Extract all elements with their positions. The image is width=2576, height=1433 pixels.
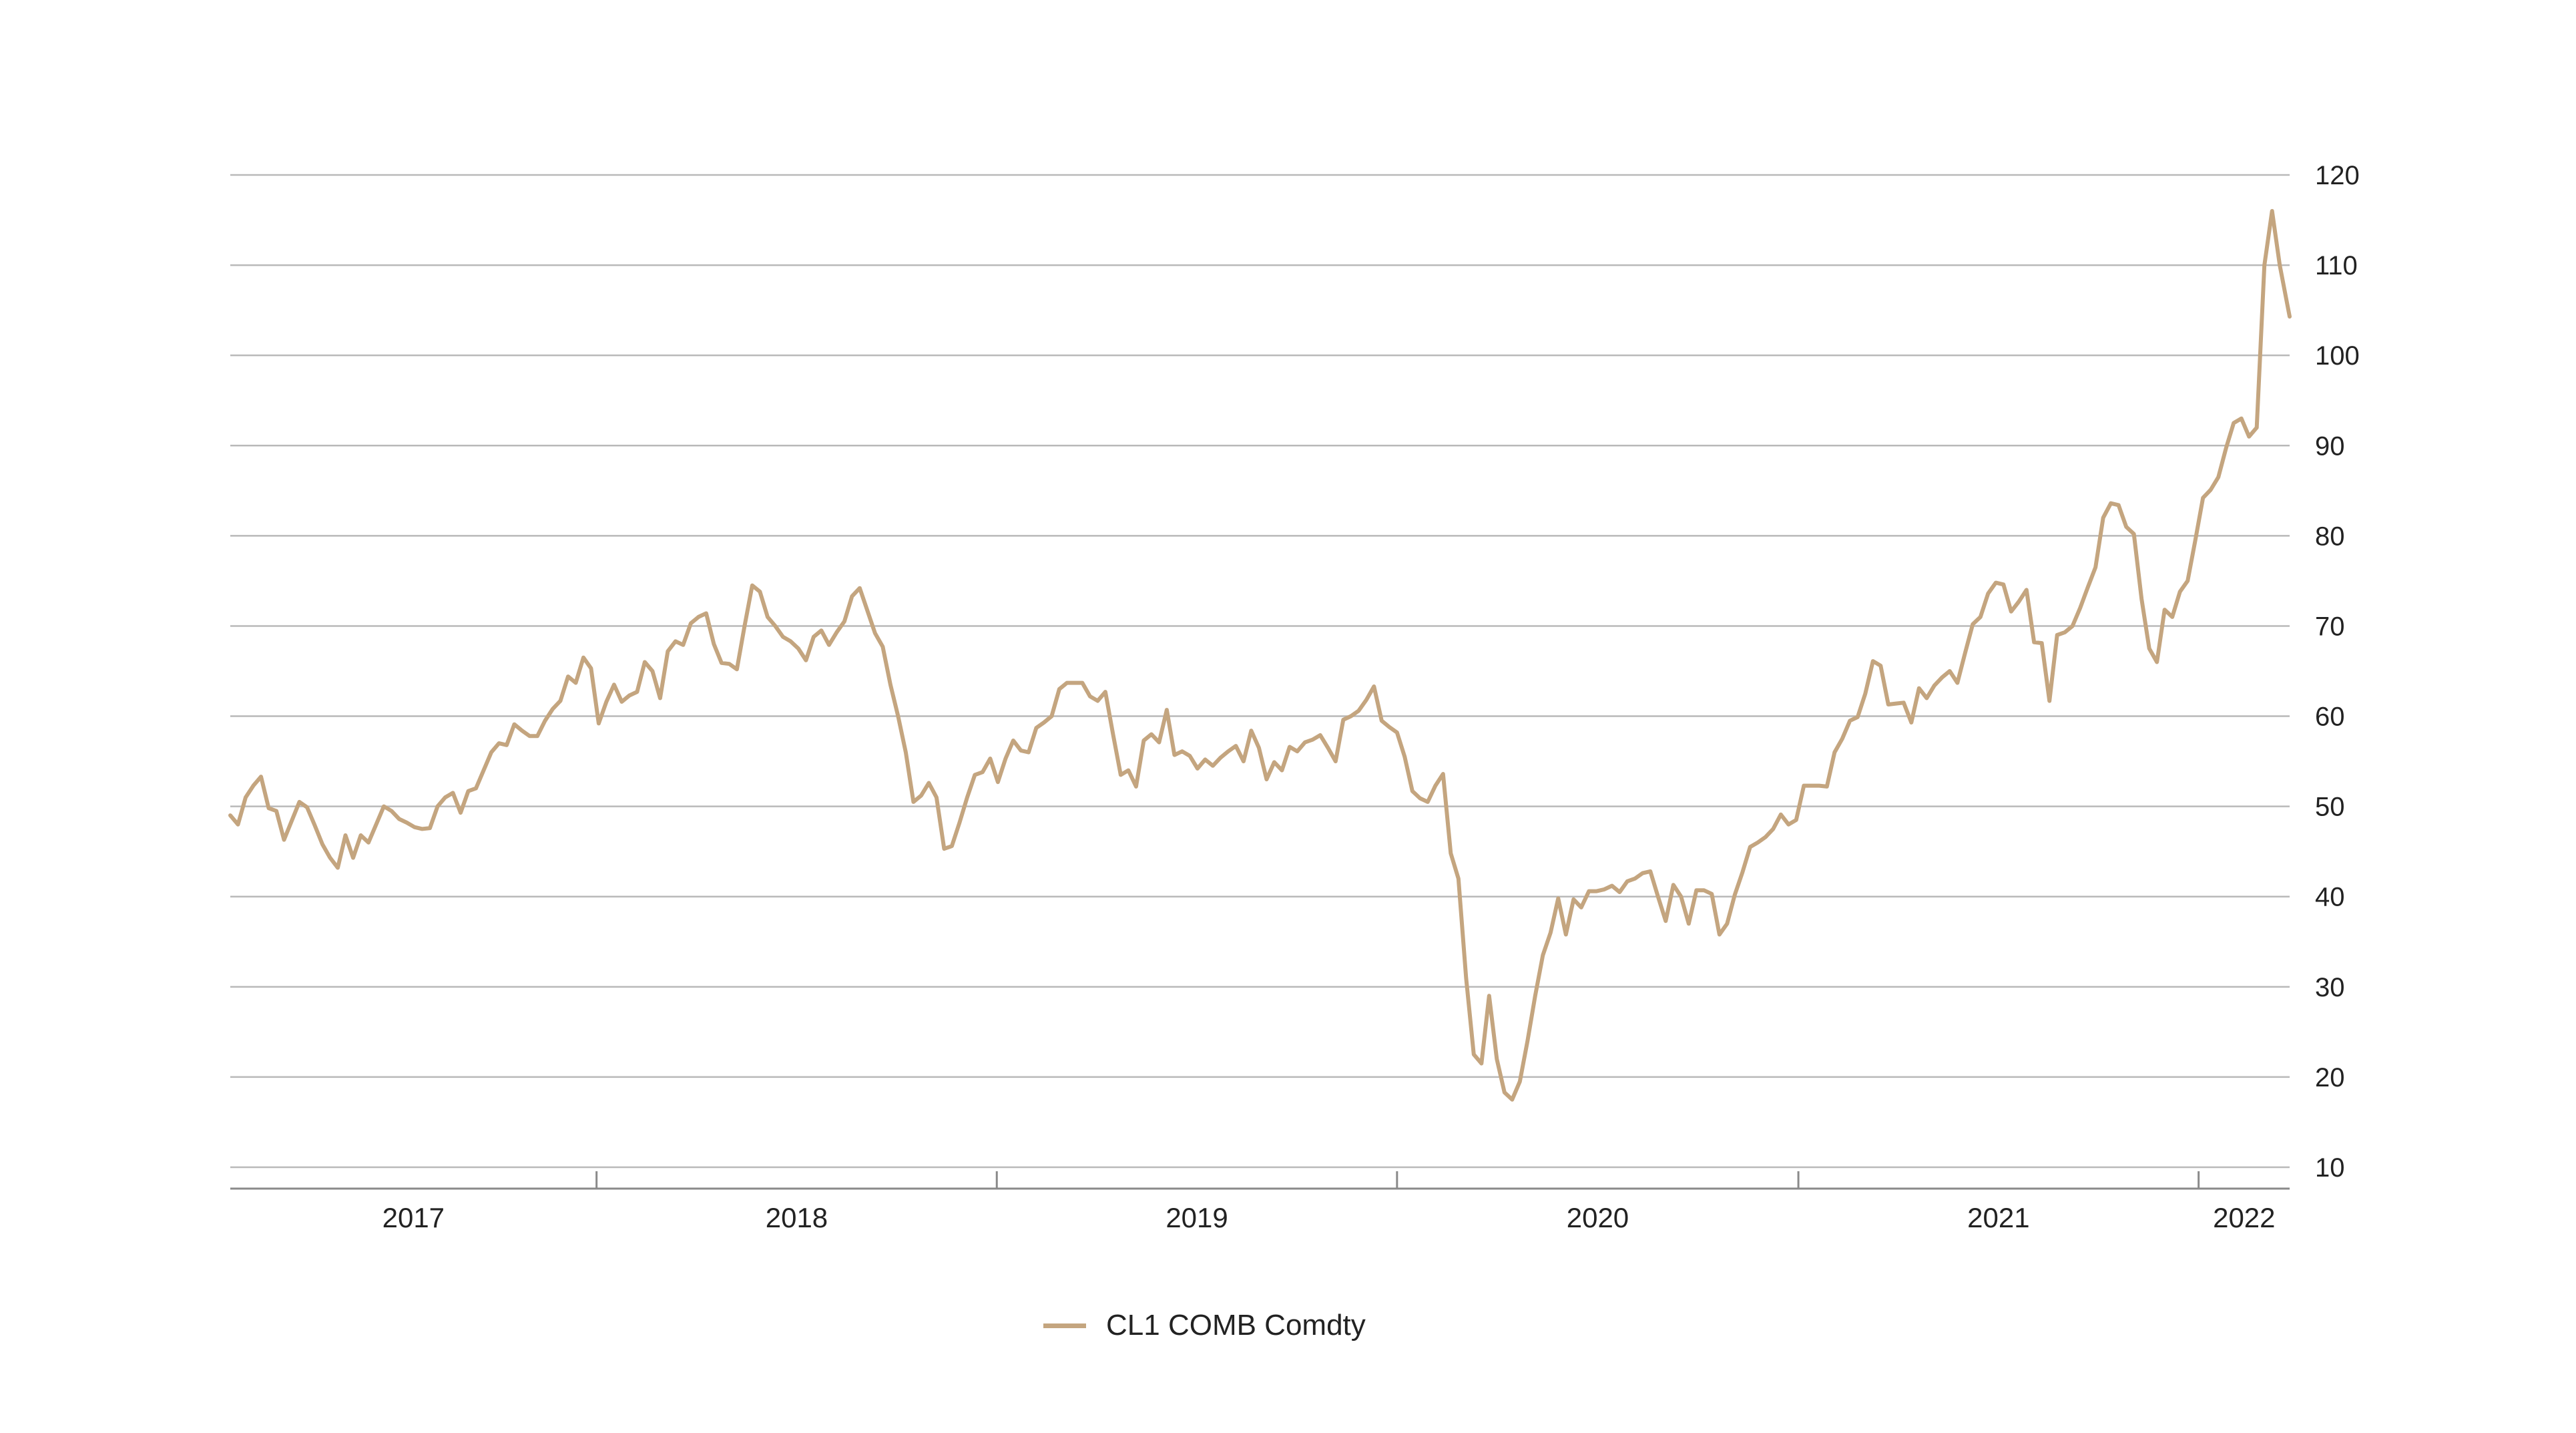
y-tick-label: 20: [2315, 1063, 2345, 1092]
x-tick-label: 2020: [1567, 1202, 1629, 1233]
series-layer: [228, 209, 2292, 1102]
legend-label: CL1 COMB Comdty: [1106, 1309, 1366, 1342]
gridlines: [230, 174, 2290, 1169]
y-tick-label: 60: [2315, 702, 2345, 732]
y-tick-label: 100: [2315, 341, 2360, 371]
y-tick-label: 120: [2315, 161, 2360, 190]
x-tick-label: 2019: [1166, 1202, 1228, 1233]
y-tick-label: 80: [2315, 522, 2345, 551]
legend: CL1 COMB Comdty: [1043, 1305, 1366, 1346]
x-tick-label: 2017: [382, 1202, 445, 1233]
y-tick-label: 40: [2315, 883, 2345, 912]
x-axis: 2017 2018 2019 2020 2021 2022: [230, 1171, 2290, 1233]
y-tick-label: 70: [2315, 612, 2345, 641]
y-tick-label: 110: [2315, 251, 2358, 280]
legend-swatch: [1043, 1323, 1086, 1328]
y-tick-label: 90: [2315, 431, 2345, 461]
x-tick-label: 2018: [766, 1202, 828, 1233]
y-tick-label: 10: [2315, 1153, 2345, 1183]
x-tick-label: 2021: [1967, 1202, 2029, 1233]
y-tick-label: 30: [2315, 973, 2345, 1002]
series-line: [228, 209, 2292, 1102]
y-axis: 120 110 100 90 80 70 60 50 40 30 20 10: [2315, 161, 2360, 1183]
x-tick-label: 2022: [2213, 1202, 2275, 1233]
y-tick-label: 50: [2315, 793, 2345, 822]
